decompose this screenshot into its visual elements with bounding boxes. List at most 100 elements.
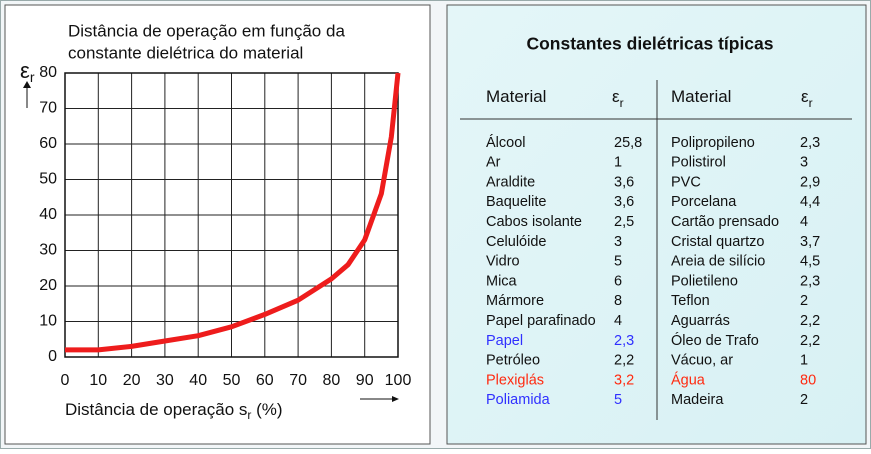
material-cell: Cabos isolante	[486, 214, 582, 230]
header-text: ε	[612, 87, 620, 106]
permittivity-cell: 3	[614, 234, 622, 250]
permittivity-cell: 4	[800, 214, 808, 230]
permittivity-cell: 6	[614, 273, 622, 289]
material-cell: Areia de silício	[671, 254, 765, 270]
material-cell: Ar	[486, 155, 501, 171]
permittivity-cell: 2,3	[800, 135, 820, 151]
x-label-unit: (%)	[251, 400, 282, 419]
permittivity-cell: 4,4	[800, 194, 820, 210]
table-header: Material	[671, 87, 731, 106]
permittivity-cell: 80	[800, 372, 816, 388]
permittivity-cell: 3,6	[614, 174, 634, 190]
material-cell: Óleo de Trafo	[671, 332, 759, 349]
permittivity-cell: 2,5	[614, 214, 634, 230]
y-tick-label: 30	[39, 242, 57, 259]
table-title: Constantes dielétricas típicas	[526, 34, 773, 54]
material-cell: Plexiglás	[486, 372, 544, 388]
header-text: ε	[801, 87, 809, 106]
table-header: Material	[486, 87, 546, 106]
y-tick-label: 80	[39, 64, 57, 81]
y-tick-label: 60	[39, 135, 57, 152]
material-cell: Álcool	[486, 134, 526, 151]
x-label-subscript: r	[247, 408, 251, 422]
x-tick-label: 70	[289, 372, 307, 389]
header-text: Material	[671, 87, 731, 106]
material-cell: Poliamida	[486, 392, 551, 408]
material-cell: Mica	[486, 273, 518, 289]
table-header: εr	[801, 87, 813, 110]
material-cell: Polietileno	[671, 273, 738, 289]
header-subscript: r	[809, 96, 813, 110]
permittivity-cell: 4,5	[800, 254, 820, 270]
permittivity-cell: 1	[614, 155, 622, 171]
permittivity-cell: 2,2	[800, 333, 820, 349]
permittivity-cell: 2	[800, 293, 808, 309]
x-tick-label: 30	[156, 372, 174, 389]
x-tick-label: 60	[256, 372, 274, 389]
x-tick-label: 20	[123, 372, 141, 389]
material-cell: Polipropileno	[671, 135, 755, 151]
material-cell: Papel parafinado	[486, 313, 596, 329]
permittivity-cell: 8	[614, 293, 622, 309]
x-tick-label: 100	[385, 372, 412, 389]
x-tick-label: 50	[223, 372, 241, 389]
permittivity-cell: 3,6	[614, 194, 634, 210]
permittivity-cell: 25,8	[614, 135, 642, 151]
x-tick-label: 80	[323, 372, 341, 389]
x-tick-label: 40	[189, 372, 207, 389]
permittivity-cell: 2,2	[800, 313, 820, 329]
y-tick-label: 50	[39, 171, 57, 188]
chart-title: constante dielétrica do material	[68, 43, 303, 62]
material-cell: Celulóide	[486, 234, 546, 250]
y-axis-label: εr	[20, 58, 35, 85]
material-cell: Vácuo, ar	[671, 353, 733, 369]
table-header: εr	[612, 87, 624, 110]
permittivity-cell: 3,7	[800, 234, 820, 250]
permittivity-cell: 2,3	[800, 273, 820, 289]
material-cell: Cristal quartzo	[671, 234, 764, 250]
material-cell: PVC	[671, 174, 701, 190]
chart-title: Distância de operação em função da	[68, 21, 345, 40]
plot-border	[64, 72, 399, 358]
header-text: Material	[486, 87, 546, 106]
material-cell: Papel	[486, 333, 523, 349]
x-label-text: Distância de operação s	[65, 400, 247, 419]
x-tick-label: 90	[356, 372, 374, 389]
header-subscript: r	[620, 96, 624, 110]
material-cell: Araldite	[486, 174, 535, 190]
material-cell: Cartão prensado	[671, 214, 779, 230]
x-tick-label: 10	[89, 372, 107, 389]
material-cell: Aguarrás	[671, 313, 730, 329]
material-cell: Água	[671, 371, 706, 388]
y-arrow-head	[23, 81, 31, 88]
data-line	[65, 72, 401, 353]
material-cell: Baquelite	[486, 194, 546, 210]
material-cell: Teflon	[671, 293, 710, 309]
y-tick-label: 40	[39, 206, 57, 223]
y-tick-label: 20	[39, 277, 57, 294]
permittivity-cell: 2,9	[800, 174, 820, 190]
x-axis-label: Distância de operação sr (%)	[65, 400, 283, 422]
x-arrow-head	[392, 396, 399, 402]
material-cell: Mármore	[486, 293, 544, 309]
permittivity-cell: 1	[800, 353, 808, 369]
permittivity-cell: 4	[614, 313, 622, 329]
x-tick-label: 0	[61, 372, 70, 389]
y-tick-label: 70	[39, 100, 57, 117]
permittivity-cell: 3,2	[614, 372, 634, 388]
material-cell: Porcelana	[671, 194, 737, 210]
y-tick-label: 0	[48, 348, 57, 365]
material-cell: Polistirol	[671, 155, 726, 171]
permittivity-cell: 5	[614, 392, 622, 408]
y-label-subscript: r	[30, 69, 35, 85]
material-cell: Vidro	[486, 254, 520, 270]
permittivity-cell: 2,3	[614, 333, 634, 349]
permittivity-cell: 3	[800, 155, 808, 171]
permittivity-cell: 5	[614, 254, 622, 270]
y-tick-label: 10	[39, 313, 57, 330]
y-label-symbol: ε	[20, 58, 30, 83]
material-cell: Madeira	[671, 392, 724, 408]
chart-panel	[4, 4, 431, 445]
permittivity-cell: 2,2	[614, 353, 634, 369]
